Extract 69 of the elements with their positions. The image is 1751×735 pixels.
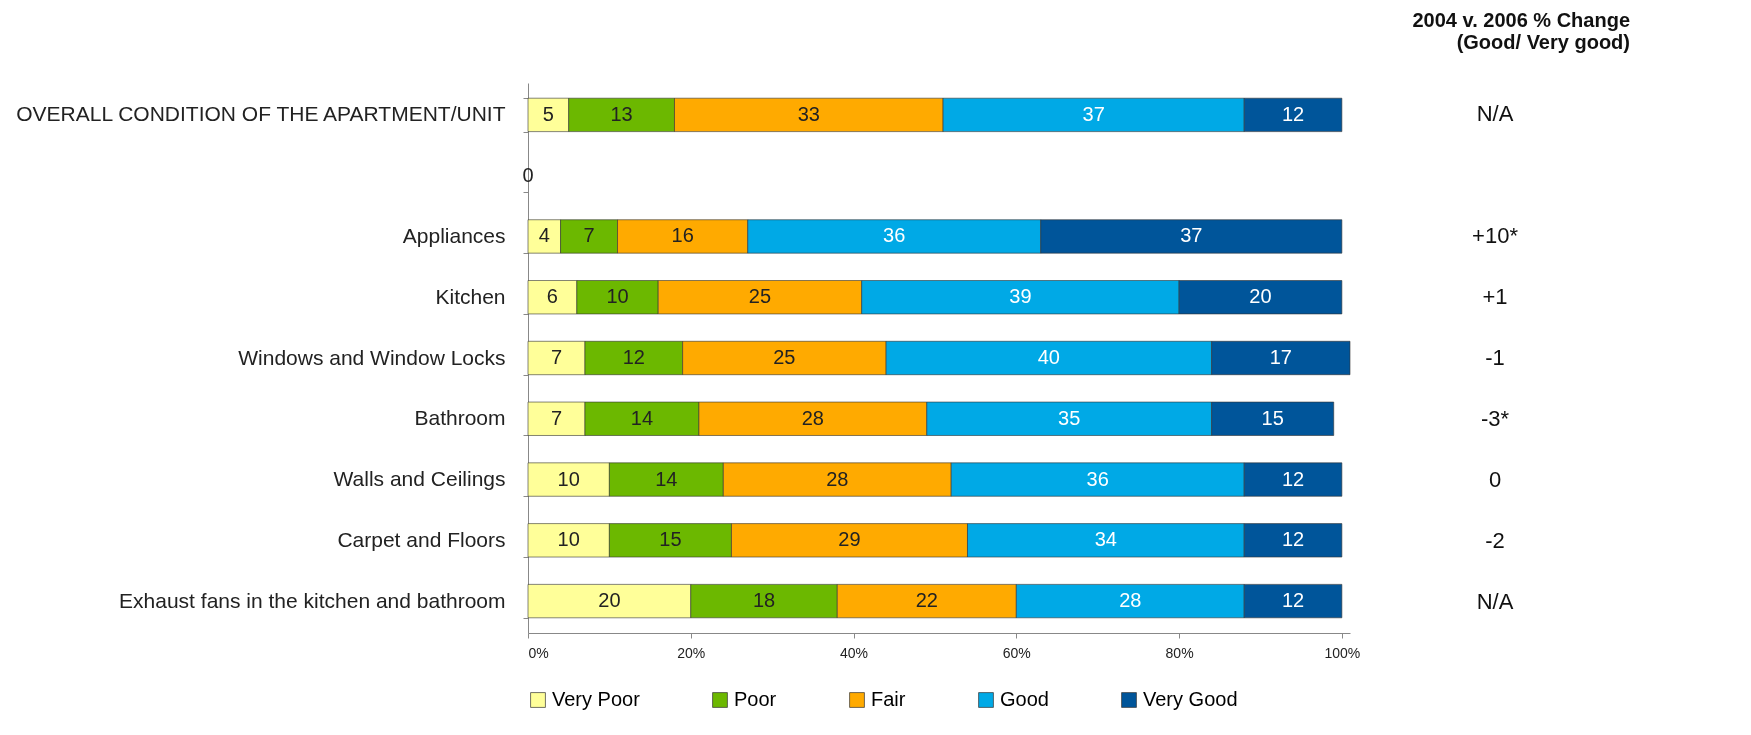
data-label: 28 xyxy=(1119,589,1142,612)
text: -2 xyxy=(1485,528,1505,554)
data-label: 13 xyxy=(610,102,633,125)
x-tick-label: 60% xyxy=(1002,644,1031,661)
data-label: 34 xyxy=(1094,528,1117,551)
data-label: 7 xyxy=(550,346,563,368)
data-label: 4 xyxy=(538,224,550,247)
data-label: 12 xyxy=(1281,528,1305,551)
text: 2004 v. 2006 % Change (Good/ Very good) xyxy=(1412,9,1630,53)
text: N/A xyxy=(1476,589,1514,615)
y-tick-label: Carpet and Floors xyxy=(337,527,506,551)
data-label: 16 xyxy=(671,224,694,247)
data-label: 6 xyxy=(546,285,558,308)
data-label: 10 xyxy=(557,528,580,551)
data-label: 5 xyxy=(542,102,554,125)
x-tick-label: 20% xyxy=(677,644,706,661)
data-label: 14 xyxy=(630,406,654,429)
y-tick-label: Walls and Ceilings xyxy=(333,467,506,491)
data-label: 39 xyxy=(1009,285,1032,308)
x-tick-label: 0% xyxy=(528,644,549,661)
x-tick-label: 100% xyxy=(1324,644,1361,661)
legend-label: Fair xyxy=(871,688,906,710)
x-tick-label: 40% xyxy=(840,644,869,661)
text: N/A xyxy=(1476,100,1514,126)
data-label: 15 xyxy=(1261,406,1284,429)
data-label: 10 xyxy=(606,285,629,308)
data-label: 28 xyxy=(826,467,849,490)
data-label: 15 xyxy=(659,528,682,551)
data-label: 10 xyxy=(557,467,580,490)
legend-label: Very Good xyxy=(1143,688,1238,710)
text: +10* xyxy=(1472,222,1519,248)
y-tick-label: OVERALL CONDITION OF THE APARTMENT/UNIT xyxy=(16,102,506,126)
data-label: 12 xyxy=(1281,467,1305,490)
data-label: 40 xyxy=(1037,346,1060,368)
data-label: 22 xyxy=(915,589,938,612)
y-tick-label: Appliances xyxy=(402,223,506,247)
data-label: 20 xyxy=(598,589,621,612)
x-tick-label: 80% xyxy=(1165,644,1194,661)
data-label: 7 xyxy=(583,224,595,247)
data-label: 14 xyxy=(655,467,678,490)
data-label: 0 xyxy=(522,163,534,186)
y-tick-label: Windows and Window Locks xyxy=(238,345,506,369)
text: -1 xyxy=(1485,345,1505,370)
data-label: 28 xyxy=(801,406,824,429)
data-label: 18 xyxy=(752,589,776,612)
text: -3* xyxy=(1480,406,1510,432)
data-label: 36 xyxy=(883,224,906,247)
data-label: 37 xyxy=(1082,102,1105,125)
data-label: 12 xyxy=(622,346,645,368)
y-tick-label: Bathroom xyxy=(414,406,506,430)
data-label: 12 xyxy=(1281,102,1305,125)
legend-label: Poor xyxy=(734,688,777,710)
data-label: 25 xyxy=(773,346,796,368)
data-label: 35 xyxy=(1058,406,1081,429)
data-label: 33 xyxy=(797,102,820,125)
data-label: 29 xyxy=(838,528,861,551)
data-label: 25 xyxy=(748,285,772,308)
data-label: 36 xyxy=(1086,467,1109,490)
legend-label: Good xyxy=(1000,688,1049,710)
data-label: 7 xyxy=(550,406,563,429)
data-label: 12 xyxy=(1281,589,1305,612)
y-tick-label: Exhaust fans in the kitchen and bathroom xyxy=(119,588,506,612)
data-label: 20 xyxy=(1249,285,1272,308)
legend-label: Very Poor xyxy=(552,688,641,710)
y-tick-label: Kitchen xyxy=(435,284,506,308)
data-label: 37 xyxy=(1180,224,1203,247)
text: 0 xyxy=(1488,467,1502,493)
text: +1 xyxy=(1482,283,1508,309)
data-label: 17 xyxy=(1269,346,1292,368)
